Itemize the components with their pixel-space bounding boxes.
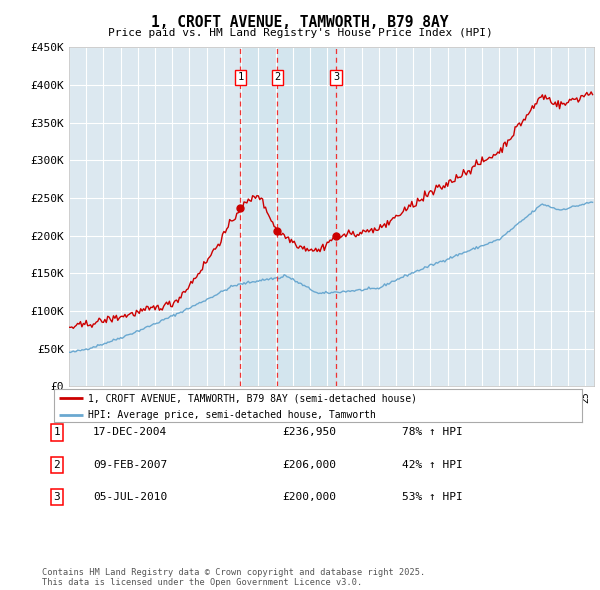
Text: 1: 1 [238,73,244,83]
Text: 09-FEB-2007: 09-FEB-2007 [93,460,167,470]
Text: 3: 3 [333,73,339,83]
Text: 42% ↑ HPI: 42% ↑ HPI [402,460,463,470]
Text: 1: 1 [53,428,61,437]
Text: 53% ↑ HPI: 53% ↑ HPI [402,493,463,502]
Text: 2: 2 [53,460,61,470]
Text: £200,000: £200,000 [282,493,336,502]
Text: £236,950: £236,950 [282,428,336,437]
Text: Price paid vs. HM Land Registry's House Price Index (HPI): Price paid vs. HM Land Registry's House … [107,28,493,38]
Text: 3: 3 [53,493,61,502]
Text: 17-DEC-2004: 17-DEC-2004 [93,428,167,437]
Text: Contains HM Land Registry data © Crown copyright and database right 2025.
This d: Contains HM Land Registry data © Crown c… [42,568,425,587]
Text: 1, CROFT AVENUE, TAMWORTH, B79 8AY: 1, CROFT AVENUE, TAMWORTH, B79 8AY [151,15,449,30]
Bar [241,47,336,386]
Text: HPI: Average price, semi-detached house, Tamworth: HPI: Average price, semi-detached house,… [88,409,376,419]
Text: 1, CROFT AVENUE, TAMWORTH, B79 8AY (semi-detached house): 1, CROFT AVENUE, TAMWORTH, B79 8AY (semi… [88,393,418,403]
Text: 2: 2 [274,73,280,83]
Text: £206,000: £206,000 [282,460,336,470]
Text: 78% ↑ HPI: 78% ↑ HPI [402,428,463,437]
Text: 05-JUL-2010: 05-JUL-2010 [93,493,167,502]
